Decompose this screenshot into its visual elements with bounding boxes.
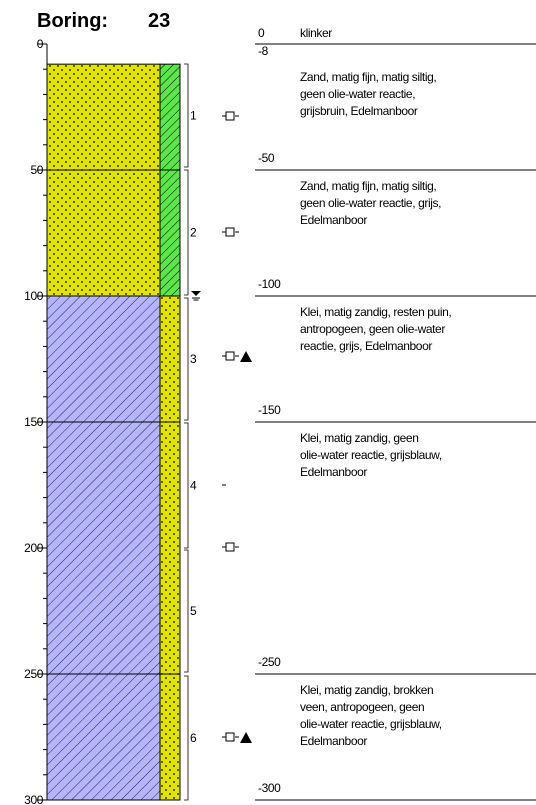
sand-column [159,295,181,801]
sample-bracket [184,297,189,421]
depth-label: -100 [258,277,281,291]
depth-label: -8 [258,44,269,58]
sample-marker [225,732,235,742]
description: olie-water reactie, grijsblauw, [300,717,442,731]
description: Edelmanboor [300,465,367,479]
description: geen olie-water reactie, [300,87,415,101]
sample-marker [225,351,235,361]
description: Klei, matig zandig, resten puin, [300,305,451,319]
sample-marker [225,111,235,121]
depth-tick-label: 50 [30,163,43,177]
groundwater-symbol [191,291,201,296]
description: grijsbruin, Edelmanboor [300,104,418,118]
analysis-marker [240,732,252,743]
description: antropogeen, geen olie-water [300,322,445,336]
sample-bracket [184,169,189,296]
sand-layer [46,63,161,297]
sample-label: 2 [190,226,197,240]
boring-label: Boring: [37,10,108,32]
clay-layer [46,295,161,801]
sample-label: 6 [190,731,197,745]
sample-label: 5 [190,604,197,618]
sample-label: 4 [190,479,197,493]
sample-bracket [184,422,189,549]
sample-marker [225,227,235,237]
analysis-marker [240,351,252,362]
description: reactie, grijs, Edelmanboor [300,339,432,353]
description: Edelmanboor [300,213,367,227]
sample-label: 3 [190,352,197,366]
depth-label: -250 [258,655,281,669]
depth-tick-label: 100 [24,289,44,303]
description: olie-water reactie, grijsblauw, [300,448,442,462]
description: Klei, matig zandig, geen [300,431,418,445]
description: Edelmanboor [300,734,367,748]
boring-number: 23 [148,10,170,32]
depth-tick-label: 200 [24,541,44,555]
depth-tick-label: 150 [24,415,44,429]
description: klinker [300,26,332,40]
description: veen, antropogeen, geen [300,700,424,714]
depth-label: -150 [258,403,281,417]
description: Klei, matig zandig, brokken [300,683,433,697]
description: Zand, matig fijn, matig siltig, [300,179,436,193]
depth-tick-label: 0 [37,37,44,51]
sample-bracket [184,63,189,168]
sample-bracket [184,675,189,801]
depth-label: -50 [258,151,275,165]
sample-label: 1 [190,109,197,123]
depth-tick-label: 250 [24,667,44,681]
description: geen olie-water reactie, grijs, [300,196,441,210]
sample-bracket [184,549,189,673]
sample-marker [225,542,235,552]
depth-label: 0 [258,26,265,40]
silt-column [159,63,181,297]
depth-tick-label: 300 [24,793,44,805]
description: Zand, matig fijn, matig siltig, [300,70,436,84]
depth-label: -300 [258,781,281,795]
